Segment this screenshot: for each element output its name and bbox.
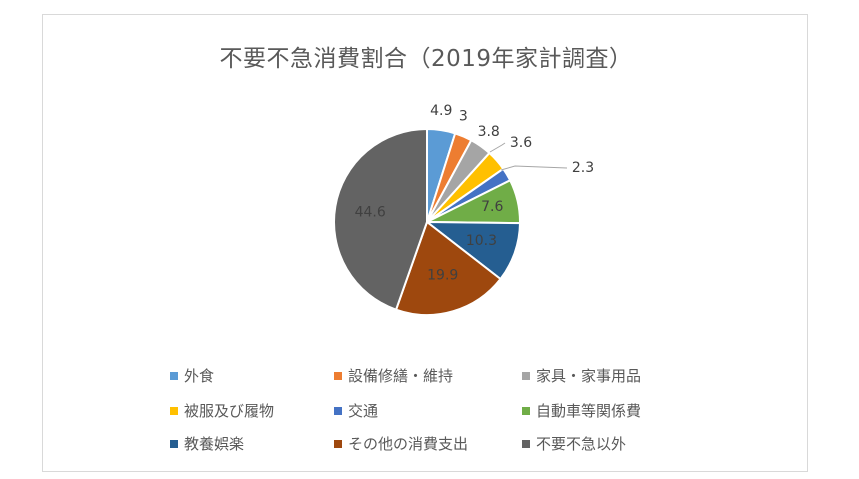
data-label: 7.6 — [481, 199, 503, 215]
pie-slice — [333, 127, 428, 311]
chart-title: 不要不急消費割合（2019年家計調査） — [219, 46, 633, 72]
data-label: 2.3 — [572, 160, 594, 176]
chart-area: 不要不急消費割合（2019年家計調査） 4.9 3 3.8 3.6 2.3 7.6 10.3… — [42, 14, 808, 472]
data-label: 3.6 — [510, 135, 532, 151]
data-label: 3.8 — [478, 124, 500, 140]
data-label: 4.9 — [430, 103, 452, 119]
pie-slice — [394, 220, 502, 316]
data-label: 44.6 — [355, 204, 386, 220]
pie-chart: 4.9 3 3.8 3.6 2.3 7.6 10.3 19.9 44.6 — [333, 103, 594, 316]
label-leader-line — [489, 142, 506, 153]
data-label: 3 — [459, 108, 468, 124]
data-label: 10.3 — [466, 233, 497, 249]
label-leader-line — [500, 165, 568, 171]
data-label: 19.9 — [427, 268, 458, 284]
